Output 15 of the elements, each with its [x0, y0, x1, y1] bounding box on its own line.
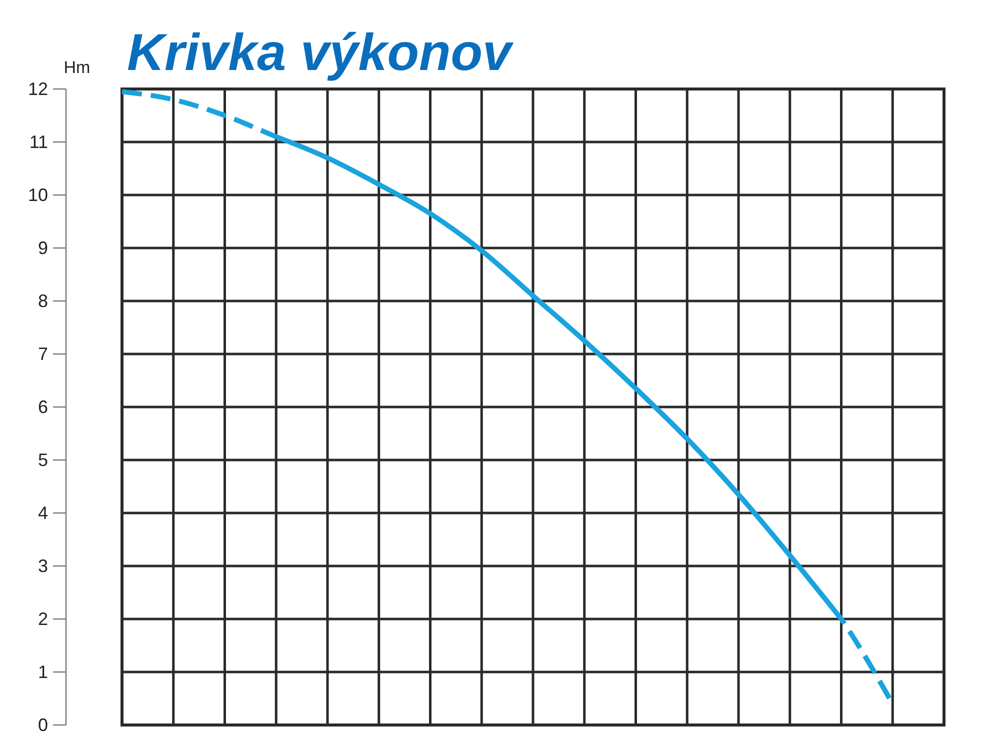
y-tick-label: 4 — [38, 502, 48, 523]
y-tick-label: 11 — [29, 132, 48, 152]
y-tick-label: 5 — [38, 450, 48, 470]
y-tick-label: 9 — [38, 238, 48, 258]
y-tick-label: 1 — [38, 662, 48, 682]
y-tick-label: 12 — [28, 78, 48, 99]
chart-title: Krivka výkonov — [127, 24, 514, 82]
y-tick-label: 2 — [38, 608, 48, 629]
y-tick-label: 10 — [28, 184, 48, 205]
y-tick-label: 7 — [38, 344, 48, 364]
y-tick-label: 8 — [38, 290, 48, 311]
y-tick-label: 0 — [38, 714, 48, 735]
y-axis-title: Hm — [64, 58, 90, 77]
y-tick-label: 6 — [38, 396, 48, 417]
y-tick-label: 3 — [38, 556, 48, 576]
